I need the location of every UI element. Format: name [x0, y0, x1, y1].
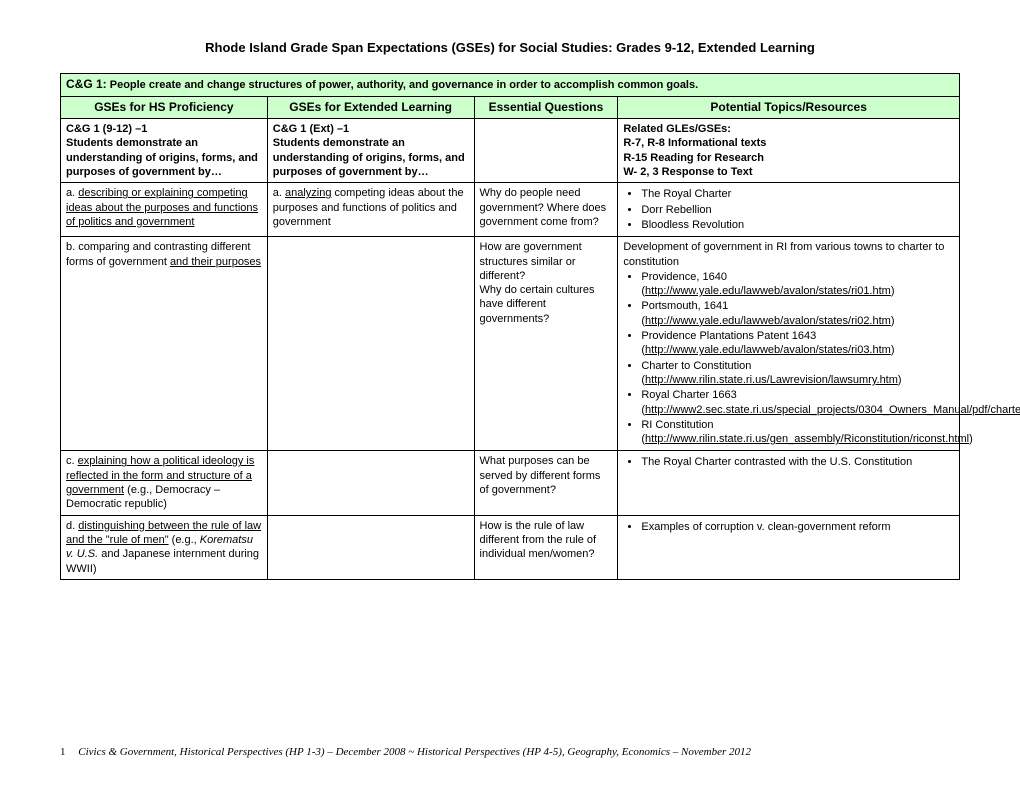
intro-c3 — [474, 119, 618, 183]
row-c-c3: What purposes can be served by different… — [474, 451, 618, 515]
row-b-intro: Development of government in RI from var… — [623, 241, 944, 267]
row-d: d. distinguishing between the rule of la… — [61, 515, 960, 579]
list-item: The Royal Charter contrasted with the U.… — [641, 455, 954, 469]
standard-header-row: C&G 1: People create and change structur… — [61, 74, 960, 97]
list-item: Bloodless Revolution — [641, 218, 954, 232]
list-item: RI Constitution (http://www.rilin.state.… — [641, 418, 954, 447]
intro-row: C&G 1 (9-12) –1 Students demonstrate an … — [61, 119, 960, 183]
list-item: The Royal Charter — [641, 187, 954, 201]
row-a-c4: The Royal Charter Dorr Rebellion Bloodle… — [618, 183, 960, 237]
row-c-c2 — [267, 451, 474, 515]
list-item: Providence, 1640 (http://www.yale.edu/la… — [641, 270, 954, 299]
related-l1: R-7, R-8 Informational texts — [623, 137, 766, 149]
standard-description: People create and change structures of p… — [110, 79, 698, 91]
related-label: Related GLEs/GSEs: — [623, 123, 731, 135]
resource-link[interactable]: http://www.yale.edu/lawweb/avalon/states… — [645, 315, 891, 327]
row-b-c2 — [267, 237, 474, 451]
row-c: c. explaining how a political ideology i… — [61, 451, 960, 515]
related-l2: R-15 Reading for Research — [623, 152, 764, 164]
list-item: Charter to Constitution (http://www.rili… — [641, 359, 954, 388]
row-b: b. comparing and contrasting different f… — [61, 237, 960, 451]
col-header-2: GSEs for Extended Learning — [267, 96, 474, 119]
row-a: a. describing or explaining competing id… — [61, 183, 960, 237]
col-header-4: Potential Topics/Resources — [618, 96, 960, 119]
row-d-c3: How is the rule of law different from th… — [474, 515, 618, 579]
resource-link[interactable]: http://www.rilin.state.ri.us/Lawrevision… — [645, 374, 898, 386]
page-number: 1 — [60, 746, 66, 758]
footer-text: Civics & Government, Historical Perspect… — [78, 746, 751, 758]
page-footer: 1 Civics & Government, Historical Perspe… — [60, 746, 960, 758]
row-b-c4: Development of government in RI from var… — [618, 237, 960, 451]
resource-link[interactable]: http://www.rilin.state.ri.us/gen_assembl… — [645, 433, 969, 445]
intro-c1-text: Students demonstrate an understanding of… — [66, 137, 258, 178]
row-c-c4: The Royal Charter contrasted with the U.… — [618, 451, 960, 515]
list-item: Portsmouth, 1641 (http://www.yale.edu/la… — [641, 299, 954, 328]
row-a-c3: Why do people need government? Where doe… — [474, 183, 618, 237]
column-header-row: GSEs for HS Proficiency GSEs for Extende… — [61, 96, 960, 119]
row-b-c1: b. comparing and contrasting different f… — [61, 237, 268, 451]
row-d-c2 — [267, 515, 474, 579]
row-b-c3: How are government structures similar or… — [474, 237, 618, 451]
standards-table: C&G 1: People create and change structur… — [60, 73, 960, 580]
list-item: Providence Plantations Patent 1643 (http… — [641, 329, 954, 358]
row-d-c4: Examples of corruption v. clean-governme… — [618, 515, 960, 579]
intro-c1-code: C&G 1 (9-12) –1 — [66, 123, 147, 135]
col-header-1: GSEs for HS Proficiency — [61, 96, 268, 119]
list-item: Examples of corruption v. clean-governme… — [641, 520, 954, 534]
intro-c2: C&G 1 (Ext) –1 Students demonstrate an u… — [267, 119, 474, 183]
row-a-c1: a. describing or explaining competing id… — [61, 183, 268, 237]
resource-link[interactable]: http://www.yale.edu/lawweb/avalon/states… — [645, 285, 891, 297]
document-title: Rhode Island Grade Span Expectations (GS… — [60, 40, 960, 55]
intro-c1: C&G 1 (9-12) –1 Students demonstrate an … — [61, 119, 268, 183]
intro-c2-text: Students demonstrate an understanding of… — [273, 137, 465, 178]
row-a-c2: a. analyzing competing ideas about the p… — [267, 183, 474, 237]
col-header-3: Essential Questions — [474, 96, 618, 119]
list-item: Royal Charter 1663 (http://www2.sec.stat… — [641, 388, 954, 417]
resource-link[interactable]: http://www.yale.edu/lawweb/avalon/states… — [645, 344, 891, 356]
standard-code: C&G 1: — [66, 77, 107, 91]
row-d-c1: d. distinguishing between the rule of la… — [61, 515, 268, 579]
intro-c4: Related GLEs/GSEs: R-7, R-8 Informationa… — [618, 119, 960, 183]
row-c-c1: c. explaining how a political ideology i… — [61, 451, 268, 515]
related-l3: W- 2, 3 Response to Text — [623, 166, 752, 178]
list-item: Dorr Rebellion — [641, 203, 954, 217]
intro-c2-code: C&G 1 (Ext) –1 — [273, 123, 349, 135]
resource-link[interactable]: http://www2.sec.state.ri.us/special_proj… — [645, 404, 1020, 416]
